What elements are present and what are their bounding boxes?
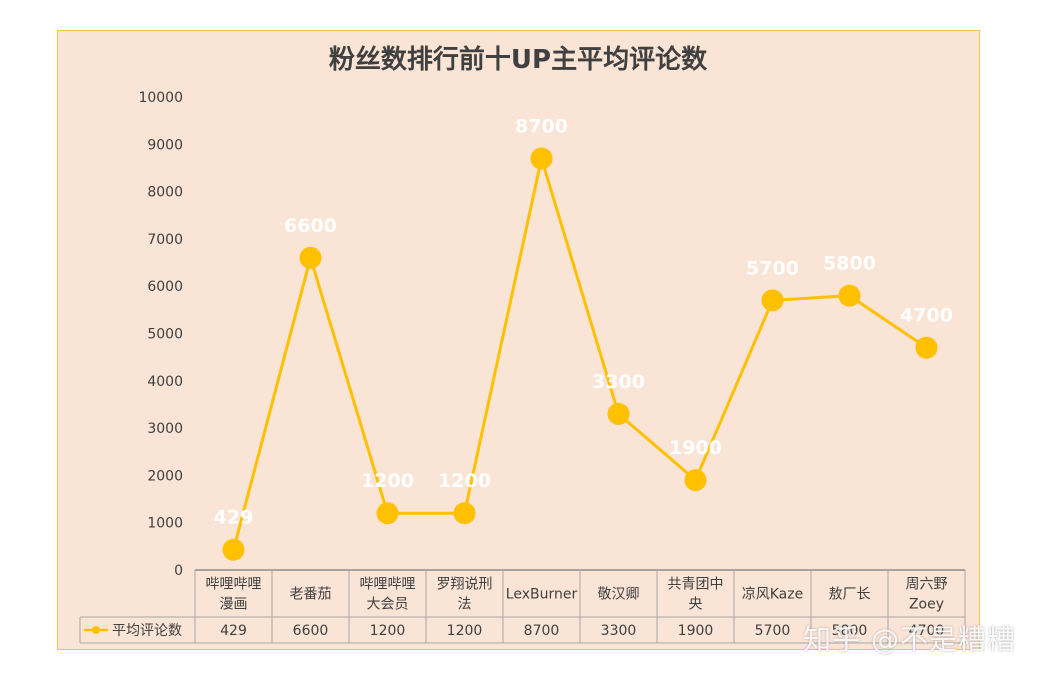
data-label: 5700 <box>746 257 799 279</box>
data-point <box>838 284 861 307</box>
data-point <box>299 246 322 269</box>
category-label: Zoey <box>909 597 944 613</box>
table-value-cell: 3300 <box>601 623 637 639</box>
table-value-cell: 6600 <box>293 623 329 639</box>
table-value-cell: 429 <box>220 623 247 639</box>
y-tick-label: 2000 <box>147 468 183 484</box>
data-point <box>530 147 553 170</box>
table-value-cell: 5700 <box>755 623 791 639</box>
category-label: 漫画 <box>220 597 248 613</box>
y-tick-label: 0 <box>174 563 183 579</box>
y-tick-label: 1000 <box>147 516 183 532</box>
y-tick-label: 4000 <box>147 374 183 390</box>
y-axis: 0 1000 2000 3000 4000 5000 6000 7000 8000 9000 100… <box>138 90 183 579</box>
category-label: 敖厂长 <box>829 587 871 603</box>
table-value-cell: 1900 <box>678 623 714 639</box>
table-value-cell: 1200 <box>370 623 406 639</box>
category-label: 哔哩哔哩 <box>360 577 416 593</box>
table-value-cell: 4700 <box>909 623 945 639</box>
category-label: 老番茄 <box>290 586 332 603</box>
data-label: 5800 <box>823 253 876 275</box>
table-value-cell: 5800 <box>832 623 868 639</box>
data-label: 1900 <box>669 437 722 459</box>
category-label: 周六野 <box>906 577 948 593</box>
data-label: 1200 <box>361 470 414 492</box>
category-label: 大会员 <box>367 597 409 613</box>
category-label: 罗翔说刑 <box>437 577 493 593</box>
data-point <box>376 502 399 525</box>
y-tick-label: 7000 <box>147 232 183 248</box>
chart-frame <box>57 30 980 650</box>
category-label: 央 <box>689 597 703 613</box>
data-label: 429 <box>214 507 254 529</box>
y-tick-label: 8000 <box>147 185 183 201</box>
data-label: 4700 <box>900 305 953 327</box>
table-value-cell: 8700 <box>524 623 560 639</box>
category-label: 共青团中 <box>668 577 724 593</box>
data-point <box>915 336 938 359</box>
category-label: 敬汉卿 <box>598 587 640 603</box>
legend-series-name: 平均评论数 <box>112 623 182 639</box>
data-point <box>607 402 630 425</box>
data-label: 6600 <box>284 215 337 237</box>
series-layer <box>222 147 938 561</box>
data-point <box>453 502 476 525</box>
category-label: 凉风Kaze <box>742 587 803 603</box>
series-line <box>232 156 928 551</box>
data-label: 1200 <box>438 470 491 492</box>
data-labels: 429 6600 1200 1200 8700 3300 1900 5700 5800 4700 <box>214 115 953 528</box>
y-tick-label: 10000 <box>138 90 183 106</box>
y-tick-label: 5000 <box>147 327 183 343</box>
data-point <box>684 469 707 492</box>
data-label: 3300 <box>592 371 645 393</box>
table-value-cell: 1200 <box>447 623 483 639</box>
data-point <box>761 289 784 312</box>
category-label: 法 <box>458 597 472 613</box>
category-label: LexBurner <box>506 587 578 603</box>
data-point <box>222 538 245 561</box>
legend-marker-swatch <box>92 626 100 634</box>
chart-title: 粉丝数排行前十UP主平均评论数 <box>329 44 708 75</box>
y-tick-label: 3000 <box>147 421 183 437</box>
watermark: 知乎 @不是糟糟 <box>803 623 1016 656</box>
y-tick-label: 9000 <box>147 137 183 153</box>
y-tick-label: 6000 <box>147 279 183 295</box>
data-label: 8700 <box>515 115 568 137</box>
category-label: 哔哩哔哩 <box>206 577 262 593</box>
